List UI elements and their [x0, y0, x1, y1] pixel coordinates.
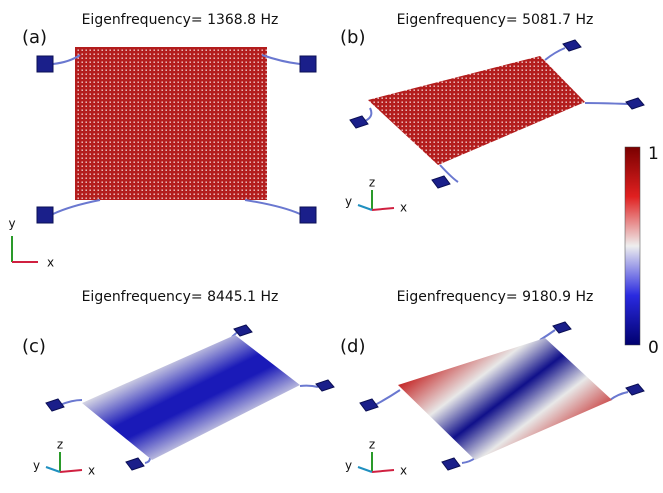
- plate: [82, 335, 300, 460]
- colorbar-label: 1: [648, 144, 659, 164]
- axis-triad: y x: [8, 217, 54, 270]
- axis-label: y: [345, 195, 352, 209]
- pad: [234, 325, 252, 336]
- pad: [563, 40, 581, 51]
- panel-title: Eigenfrequency= 9180.9 Hz: [397, 289, 594, 305]
- pad: [626, 384, 644, 395]
- axis-label: x: [400, 464, 407, 478]
- panel-label: (c): [22, 336, 46, 357]
- colorbar: 1 0: [625, 144, 659, 358]
- pad: [432, 176, 450, 188]
- figure: (a) Eigenfrequency= 1368.8 Hz y x (b) Ei…: [0, 0, 663, 493]
- plate: [368, 56, 585, 165]
- panel-title: Eigenfrequency= 8445.1 Hz: [82, 289, 279, 305]
- pad: [350, 116, 368, 128]
- panel-c: (c) Eigenfrequency= 8445.1 Hz z x y: [22, 289, 334, 478]
- pad: [37, 56, 53, 72]
- pad: [300, 56, 316, 72]
- colorbar-label: 0: [648, 338, 659, 358]
- panel-b: (b) Eigenfrequency= 5081.7 Hz z x y: [340, 12, 644, 215]
- axis-label: x: [47, 256, 54, 270]
- panel-a: (a) Eigenfrequency= 1368.8 Hz y x: [8, 12, 316, 270]
- pad: [126, 458, 144, 470]
- panel-title: Eigenfrequency= 1368.8 Hz: [82, 12, 279, 28]
- pad: [553, 322, 571, 333]
- panel-label: (a): [22, 27, 47, 48]
- colorbar-scale: [625, 147, 640, 345]
- axis-label: y: [345, 459, 352, 473]
- axis-label: y: [33, 459, 40, 473]
- plate: [398, 338, 612, 460]
- axis-triad: z x y: [33, 438, 95, 478]
- axis-triad: z x y: [345, 438, 407, 478]
- pad: [37, 207, 53, 223]
- axis-triad: z x y: [345, 176, 407, 215]
- pad: [46, 399, 64, 411]
- pad: [626, 98, 644, 109]
- axis-label: y: [8, 217, 15, 231]
- plate: [75, 47, 267, 200]
- pad: [442, 458, 460, 470]
- panel-label: (b): [340, 27, 365, 48]
- axis-label: x: [88, 464, 95, 478]
- pad: [300, 207, 316, 223]
- axis-label: z: [369, 438, 375, 452]
- panel-d: (d) Eigenfrequency= 9180.9 Hz z x y: [340, 289, 644, 478]
- pad: [316, 380, 334, 391]
- panel-title: Eigenfrequency= 5081.7 Hz: [397, 12, 594, 28]
- panel-label: (d): [340, 336, 365, 357]
- axis-label: z: [57, 438, 63, 452]
- pad: [360, 399, 378, 411]
- axis-label: z: [369, 176, 375, 190]
- axis-label: x: [400, 201, 407, 215]
